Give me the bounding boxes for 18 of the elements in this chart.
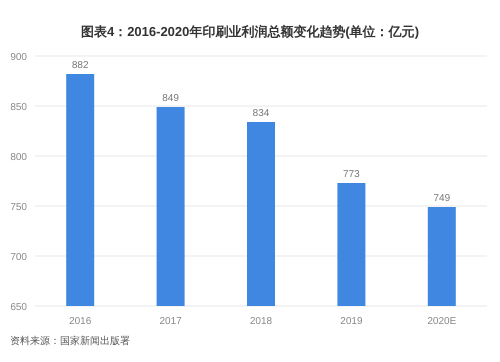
- data-label: 749: [433, 193, 451, 204]
- x-tick-label: 2019: [340, 316, 363, 327]
- text: 资料来源：国家新闻出版署: [10, 335, 130, 347]
- x-tick-label: 2016: [69, 316, 92, 327]
- x-tick-label: 2017: [159, 316, 182, 327]
- data-label: 882: [72, 60, 89, 71]
- y-tick-label: 650: [10, 302, 28, 313]
- data-label: 849: [162, 93, 180, 104]
- data-label: 773: [343, 169, 360, 180]
- y-tick-label: 700: [10, 252, 28, 263]
- y-tick-label: 800: [10, 152, 28, 163]
- y-tick-label: 850: [10, 102, 28, 113]
- y-tick-label: 750: [10, 202, 28, 213]
- x-tick-label: 2020E: [427, 316, 457, 327]
- y-tick-label: 900: [10, 52, 28, 63]
- data-label: 834: [252, 108, 270, 119]
- x-tick-label: 2018: [250, 316, 273, 327]
- chart-title: 图表4：2016-2020年印刷业利润总额变化趋势(单位：亿元): [80, 24, 420, 39]
